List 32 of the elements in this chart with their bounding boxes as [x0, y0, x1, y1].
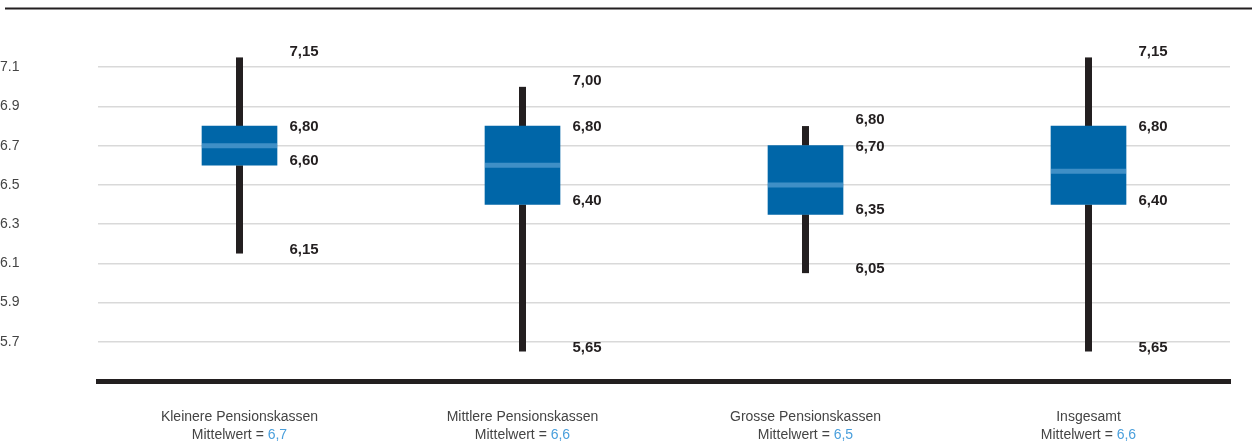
x-tick-label: Grosse Pensionskassen: [730, 408, 881, 425]
y-tick-label: 5.9: [0, 293, 20, 310]
annotation: 7,15: [289, 41, 319, 59]
annotation: 6,15: [289, 239, 319, 257]
annotation: 6,05: [855, 259, 885, 277]
text: Mittelwert = 6,6: [1040, 425, 1137, 442]
y-tick-label: 6.7: [0, 136, 20, 153]
annotation: 6,60: [289, 151, 319, 169]
text: Mittelwert = 6,6: [474, 425, 571, 442]
annotation: 6,80: [855, 110, 885, 128]
annotation: 6,80: [1138, 117, 1168, 135]
annotation: 7,15: [1138, 41, 1168, 59]
y-tick-label: 5.7: [0, 332, 20, 349]
y-tick-label: 6.9: [0, 97, 20, 114]
text: Mittelwert = 6,7: [191, 425, 288, 442]
y-tick-label: 7.1: [0, 58, 20, 75]
x-tick-label: Insgesamt: [1056, 408, 1121, 425]
annotation: 6,80: [289, 117, 319, 135]
annotation: 6,40: [1138, 190, 1168, 208]
annotation: 6,40: [572, 190, 602, 208]
x-tick-label: Mittlere Pensionskassen: [446, 408, 599, 425]
annotation: 6,70: [855, 136, 885, 154]
y-tick-label: 6.1: [0, 254, 20, 271]
annotation: 7,00: [572, 70, 602, 88]
y-tick-label: 6.3: [0, 214, 20, 231]
text: Mittelwert = 6,5: [757, 425, 854, 442]
annotation: 6,80: [572, 117, 602, 135]
x-tick-label: Kleinere Pensionskassen: [160, 408, 319, 425]
annotation: 5,65: [572, 337, 602, 355]
y-tick-label: 6.5: [0, 175, 20, 192]
annotation: 5,65: [1138, 337, 1168, 355]
annotation: 6,35: [855, 200, 885, 218]
